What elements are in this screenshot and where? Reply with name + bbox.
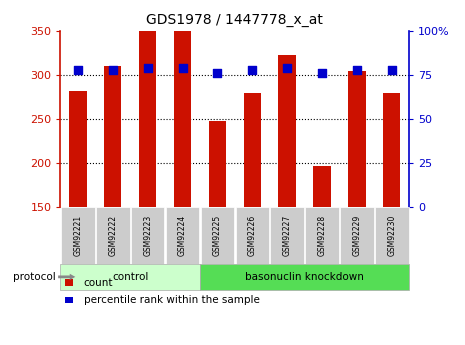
Text: GSM92226: GSM92226: [248, 215, 257, 256]
Text: percentile rank within the sample: percentile rank within the sample: [84, 295, 259, 305]
Text: GSM92224: GSM92224: [178, 215, 187, 256]
Text: GSM92228: GSM92228: [318, 215, 326, 256]
Bar: [174, 31, 191, 339]
Bar: [69, 91, 86, 339]
Point: [74, 67, 82, 72]
Bar: [104, 66, 121, 339]
Bar: [383, 92, 400, 339]
Point: [214, 70, 221, 76]
Point: [283, 65, 291, 71]
Point: [144, 65, 152, 71]
Point: [109, 67, 116, 72]
Text: GSM92227: GSM92227: [283, 215, 292, 256]
Text: GSM92221: GSM92221: [73, 215, 82, 256]
Point: [318, 70, 325, 76]
Title: GDS1978 / 1447778_x_at: GDS1978 / 1447778_x_at: [146, 13, 323, 27]
Bar: [209, 121, 226, 339]
Point: [388, 67, 395, 72]
Text: GSM92222: GSM92222: [108, 215, 117, 256]
Text: control: control: [112, 272, 148, 282]
Text: GSM92223: GSM92223: [143, 215, 152, 256]
Bar: [244, 92, 261, 339]
Bar: [313, 166, 331, 339]
Bar: [279, 55, 296, 339]
Bar: [139, 31, 156, 339]
Bar: [348, 71, 365, 339]
Point: [353, 67, 361, 72]
Text: GSM92230: GSM92230: [387, 215, 396, 256]
Text: GSM92225: GSM92225: [213, 215, 222, 256]
Text: GSM92229: GSM92229: [352, 215, 361, 256]
Point: [248, 67, 256, 72]
Point: [179, 65, 186, 71]
Text: protocol: protocol: [13, 272, 56, 282]
Text: basonuclin knockdown: basonuclin knockdown: [245, 272, 364, 282]
Text: count: count: [84, 278, 113, 288]
